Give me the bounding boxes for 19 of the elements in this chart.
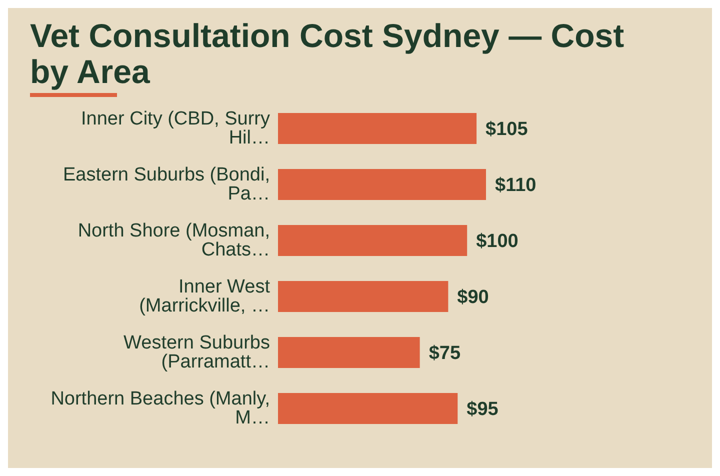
data-label: $105 <box>486 119 528 140</box>
data-label: $100 <box>476 231 518 252</box>
data-label: $110 <box>495 175 536 196</box>
y-tick-label: North Shore (Mosman, Chats… <box>78 220 270 260</box>
data-label: $90 <box>457 287 489 308</box>
bar <box>278 281 448 312</box>
data-label: $75 <box>428 343 461 364</box>
y-tick-label: Inner West (Marrickville, … <box>139 276 271 316</box>
chart-title: Vet Consultation Cost Sydney — Cost by Area <box>30 17 626 90</box>
data-label: $95 <box>466 399 499 420</box>
bar <box>278 337 420 368</box>
bar <box>278 169 486 200</box>
bar <box>278 393 458 424</box>
bar <box>278 225 468 256</box>
bar <box>278 113 477 144</box>
y-tick-label: Eastern Suburbs (Bondi, Pa… <box>62 164 270 204</box>
y-tick-label: Inner City (CBD, Surry Hil… <box>81 108 270 148</box>
y-tick-label: Western Suburbs (Parramatt… <box>124 332 270 372</box>
y-tick-label: Northern Beaches (Manly, M… <box>50 388 270 428</box>
